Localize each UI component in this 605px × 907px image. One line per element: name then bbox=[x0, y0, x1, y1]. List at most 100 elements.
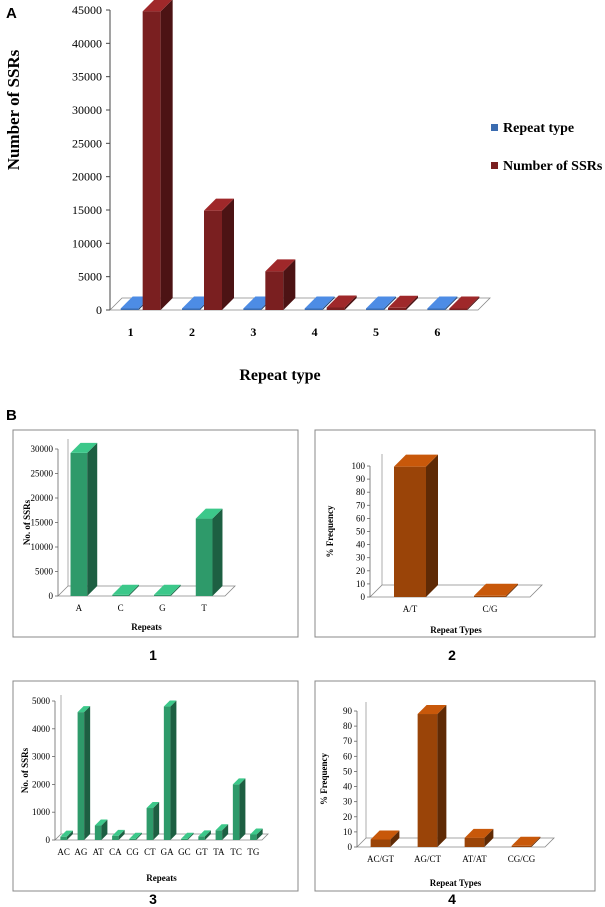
y-tick-label: 40000 bbox=[72, 36, 102, 50]
bar-number-of-ssrs-5 bbox=[388, 295, 418, 310]
bar-ga-top bbox=[163, 700, 177, 707]
y-tick-label: 20 bbox=[356, 566, 366, 576]
y-tick-label: 4000 bbox=[32, 724, 51, 734]
bar-ac-gt-side bbox=[390, 830, 400, 847]
y-tick-label: 60 bbox=[356, 513, 366, 523]
bar-number-of-ssrs-6-side bbox=[467, 296, 480, 310]
bar-number-of-ssrs-2-front bbox=[204, 210, 222, 310]
y-tick-label: 60 bbox=[343, 751, 353, 761]
x-axis-title: Repeat Types bbox=[430, 878, 482, 888]
x-tick-label: AT bbox=[93, 847, 105, 857]
bar-repeat-type-4 bbox=[304, 296, 335, 310]
bar-cg-side bbox=[135, 832, 142, 840]
bar-ga-side bbox=[170, 700, 177, 840]
bar-ta bbox=[215, 824, 229, 840]
x-tick-label: TA bbox=[213, 847, 225, 857]
bar-a-top bbox=[70, 442, 98, 453]
x-tick-label: AC/GT bbox=[367, 854, 395, 864]
x-tick-label: 3 bbox=[250, 325, 256, 339]
bar-g bbox=[154, 584, 181, 596]
y-tick-label: 20 bbox=[343, 812, 353, 822]
bar-ca-side bbox=[118, 829, 125, 840]
bar-at-side bbox=[101, 819, 108, 840]
x-tick-label: CT bbox=[144, 847, 156, 857]
legend-label-repeat-type: Repeat type bbox=[503, 121, 574, 136]
y-tick-label: 5000 bbox=[78, 270, 102, 284]
bar-ag-ct-side bbox=[437, 705, 447, 847]
x-tick-label: CG/CG bbox=[508, 854, 536, 864]
bar-t-front bbox=[195, 518, 213, 596]
bar-ag bbox=[77, 706, 91, 840]
bar-number-of-ssrs-4-side bbox=[344, 295, 357, 310]
bar-c-front bbox=[112, 594, 129, 596]
bar-ta-front bbox=[215, 830, 223, 840]
bar-repeat-type-4-front bbox=[304, 308, 323, 310]
y-tick-label: 20000 bbox=[72, 170, 102, 184]
y-tick-label: 0 bbox=[96, 303, 102, 317]
bar-ga bbox=[163, 700, 177, 840]
bar-t-side bbox=[212, 508, 223, 596]
bar-ca bbox=[112, 829, 125, 840]
y-axis-title: No. of SSRs bbox=[20, 747, 30, 793]
bar-number-of-ssrs-4-top bbox=[326, 295, 357, 308]
y-tick-label: 20000 bbox=[31, 493, 54, 503]
y-tick-label: 50 bbox=[356, 527, 366, 537]
bar-c-g-top bbox=[474, 583, 518, 596]
bar-at bbox=[94, 819, 108, 840]
bar-number-of-ssrs-3-top bbox=[265, 259, 296, 272]
chart-b4: 0 10 20 30 40 50 60 70 80 90 AC/GT AG/CT AT/AT CG/CG R… bbox=[319, 702, 555, 888]
bar-at-top bbox=[94, 819, 108, 826]
bar-tc bbox=[232, 778, 246, 840]
panel-b-letter: B bbox=[6, 407, 17, 424]
y-tick-label: 5000 bbox=[35, 567, 54, 577]
y-tick-label: 70 bbox=[343, 736, 353, 746]
panel-a-letter: A bbox=[6, 5, 17, 22]
bar-tg-front bbox=[250, 834, 257, 840]
bar-number-of-ssrs-1-front bbox=[142, 11, 161, 310]
legend-swatch-number-of-ssrs bbox=[491, 162, 498, 169]
bar-ag-ct-top bbox=[417, 705, 447, 715]
bar-tg-top bbox=[250, 828, 263, 835]
bar-ct bbox=[146, 802, 160, 840]
bar-a-t-top bbox=[394, 454, 438, 467]
y-tick-label: 0 bbox=[46, 835, 51, 845]
bar-tc-side bbox=[239, 778, 246, 840]
bar-cg bbox=[129, 832, 142, 840]
y-tick-label: 80 bbox=[356, 487, 366, 497]
x-tick-label: A bbox=[76, 603, 83, 613]
y-tick-label: 40 bbox=[356, 540, 366, 550]
bar-number-of-ssrs-6-front bbox=[449, 308, 468, 310]
bar-g-front bbox=[154, 594, 171, 596]
bar-gc-top bbox=[181, 832, 194, 839]
x-tick-label: 2 bbox=[189, 325, 195, 339]
y-tick-label: 45000 bbox=[72, 3, 102, 17]
y-tick-label: 25000 bbox=[31, 469, 54, 479]
bar-repeat-type-6-side bbox=[445, 296, 458, 310]
bar-repeat-type-5-side bbox=[384, 296, 396, 310]
bar-number-of-ssrs-5-top bbox=[388, 295, 418, 308]
x-tick-label: 1 bbox=[128, 325, 134, 339]
x-tick-label: 4 bbox=[312, 325, 318, 339]
y-tick-label: 90 bbox=[356, 474, 366, 484]
legend-swatch-repeat-type bbox=[491, 124, 498, 131]
x-tick-label: G bbox=[159, 603, 166, 613]
x-tick-label: AG/CT bbox=[414, 854, 442, 864]
y-tick-label: 10 bbox=[343, 827, 353, 837]
x-tick-label: GC bbox=[178, 847, 191, 857]
bar-number-of-ssrs-1-top bbox=[142, 0, 173, 12]
y-tick-label: 2000 bbox=[32, 779, 51, 789]
panel-b2-frame bbox=[314, 429, 596, 638]
bar-ag-ct-front bbox=[417, 714, 438, 847]
bar-gc-front bbox=[181, 838, 188, 840]
bar-c-g-front bbox=[474, 595, 506, 597]
x-tick-label: TG bbox=[247, 847, 259, 857]
bar-number-of-ssrs-5-front bbox=[388, 307, 406, 310]
x-tick-label: C bbox=[118, 603, 124, 613]
x-tick-label: A/T bbox=[403, 604, 418, 614]
bar-g-side bbox=[170, 584, 181, 596]
bar-gt bbox=[198, 830, 211, 840]
bar-number-of-ssrs-3 bbox=[265, 259, 296, 310]
bar-cg-front bbox=[129, 838, 136, 840]
y-tick-label: 3000 bbox=[32, 752, 51, 762]
